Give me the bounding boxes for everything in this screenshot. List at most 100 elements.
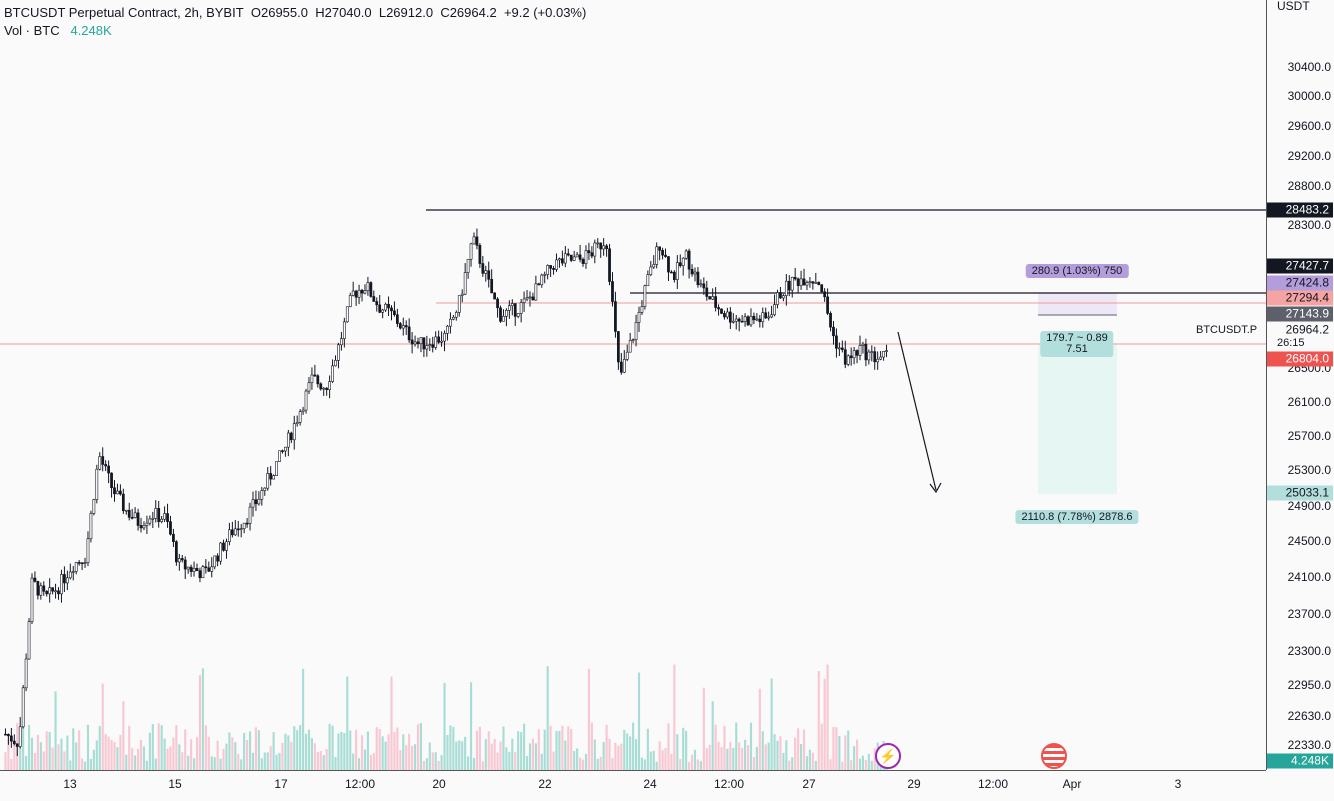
forecast-arrow[interactable] bbox=[897, 331, 942, 494]
candle bbox=[734, 314, 738, 330]
candle bbox=[534, 275, 538, 301]
volume-bar bbox=[505, 747, 508, 770]
volume-bar bbox=[316, 751, 319, 770]
candle bbox=[45, 589, 49, 597]
candle bbox=[360, 288, 364, 302]
volume-bar bbox=[525, 756, 529, 770]
volume-bar bbox=[576, 748, 579, 770]
volume-bar bbox=[732, 747, 735, 770]
volume-bar bbox=[254, 727, 258, 770]
volume-bar bbox=[655, 761, 658, 770]
candle bbox=[510, 299, 514, 316]
candle bbox=[840, 340, 844, 353]
volume-bar bbox=[770, 678, 773, 770]
candle bbox=[808, 276, 812, 288]
volume-bar bbox=[829, 759, 832, 770]
volume-bar bbox=[204, 725, 207, 770]
volume-bar bbox=[54, 691, 57, 770]
time-tick: 13 bbox=[63, 777, 77, 791]
candle bbox=[366, 276, 370, 296]
candle bbox=[823, 288, 827, 302]
volume-bar bbox=[461, 741, 464, 770]
volume-bar bbox=[213, 757, 216, 770]
stop-label[interactable]: 280.9 (1.03%) 750 bbox=[1025, 264, 1129, 278]
candle bbox=[608, 243, 611, 286]
volume-bar bbox=[340, 731, 343, 770]
candle bbox=[849, 347, 853, 366]
volume-bar bbox=[773, 734, 776, 770]
volume-bar bbox=[48, 732, 51, 770]
candle bbox=[782, 294, 785, 302]
candle bbox=[714, 287, 717, 312]
candle bbox=[749, 308, 753, 327]
candle bbox=[419, 337, 423, 353]
us-flag-icon[interactable] bbox=[1041, 743, 1067, 769]
volume-bar bbox=[122, 701, 125, 770]
candle bbox=[555, 253, 558, 272]
candle bbox=[605, 244, 608, 257]
volume-bar bbox=[817, 670, 820, 770]
candle bbox=[752, 312, 756, 325]
candle bbox=[811, 281, 815, 290]
volume-bar bbox=[611, 757, 614, 770]
candle bbox=[681, 257, 685, 276]
volume-bar bbox=[134, 755, 137, 770]
entry-label[interactable]: 179.7 ~ 0.89 7.51 bbox=[1040, 331, 1114, 357]
volume-bar bbox=[467, 756, 470, 770]
price-tick: 29200.0 bbox=[1287, 149, 1331, 163]
candle bbox=[740, 315, 744, 323]
candle bbox=[867, 349, 871, 365]
volume-bar bbox=[726, 748, 729, 770]
stop-zone[interactable] bbox=[1038, 293, 1117, 315]
volume-bar bbox=[464, 736, 467, 770]
lightning-icon[interactable]: ⚡ bbox=[875, 743, 901, 769]
target-label[interactable]: 2110.8 (7.78%) 2878.6 bbox=[1015, 510, 1139, 524]
candle bbox=[175, 540, 178, 566]
time-tick: 15 bbox=[168, 777, 182, 791]
candle bbox=[428, 338, 432, 352]
target-zone[interactable] bbox=[1038, 343, 1117, 494]
volume-bar bbox=[808, 749, 811, 770]
volume-bar bbox=[75, 742, 78, 770]
candle bbox=[770, 305, 773, 319]
candle bbox=[499, 305, 502, 323]
volume-bar bbox=[237, 753, 240, 770]
volume-bar bbox=[664, 748, 667, 770]
candle bbox=[189, 564, 193, 577]
candle bbox=[60, 569, 63, 603]
volume-bar bbox=[187, 755, 190, 770]
candle bbox=[204, 559, 208, 574]
time-axis[interactable]: 13 15 17 12:00 20 22 24 12:00 27 29 12:0… bbox=[0, 770, 1266, 801]
volume-bar bbox=[741, 748, 744, 770]
candle bbox=[861, 341, 865, 354]
volume-bar bbox=[30, 737, 34, 770]
volume-bar bbox=[714, 724, 717, 770]
candle bbox=[275, 461, 278, 476]
candle bbox=[337, 342, 340, 369]
price-axis[interactable]: USDT 30400.0 30000.0 29600.0 29200.0 288… bbox=[1266, 0, 1334, 770]
volume-label[interactable]: Vol · BTC bbox=[4, 23, 60, 38]
candle bbox=[384, 302, 387, 312]
chart-canvas[interactable] bbox=[0, 0, 1266, 770]
volume-bar bbox=[72, 728, 75, 770]
candle bbox=[219, 542, 222, 565]
volume-bar bbox=[437, 760, 440, 770]
candle bbox=[21, 684, 25, 729]
volume-bar bbox=[151, 724, 154, 770]
candle bbox=[761, 307, 765, 328]
candle bbox=[566, 248, 570, 257]
volume-bar bbox=[216, 740, 219, 770]
volume-bar bbox=[440, 754, 443, 770]
time-tick: 20 bbox=[432, 777, 446, 791]
time-tick: 12:00 bbox=[713, 777, 745, 791]
candle bbox=[705, 280, 709, 301]
volume-bar bbox=[699, 761, 702, 770]
candle bbox=[755, 313, 759, 322]
candle bbox=[413, 335, 417, 347]
candle bbox=[310, 367, 314, 390]
volume-bar bbox=[260, 758, 263, 770]
volume-bar bbox=[490, 743, 493, 770]
symbol-title[interactable]: BTCUSDT Perpetual Contract, 2h, BYBIT bbox=[4, 5, 244, 20]
volume-bar bbox=[640, 757, 644, 770]
candle bbox=[254, 490, 258, 511]
